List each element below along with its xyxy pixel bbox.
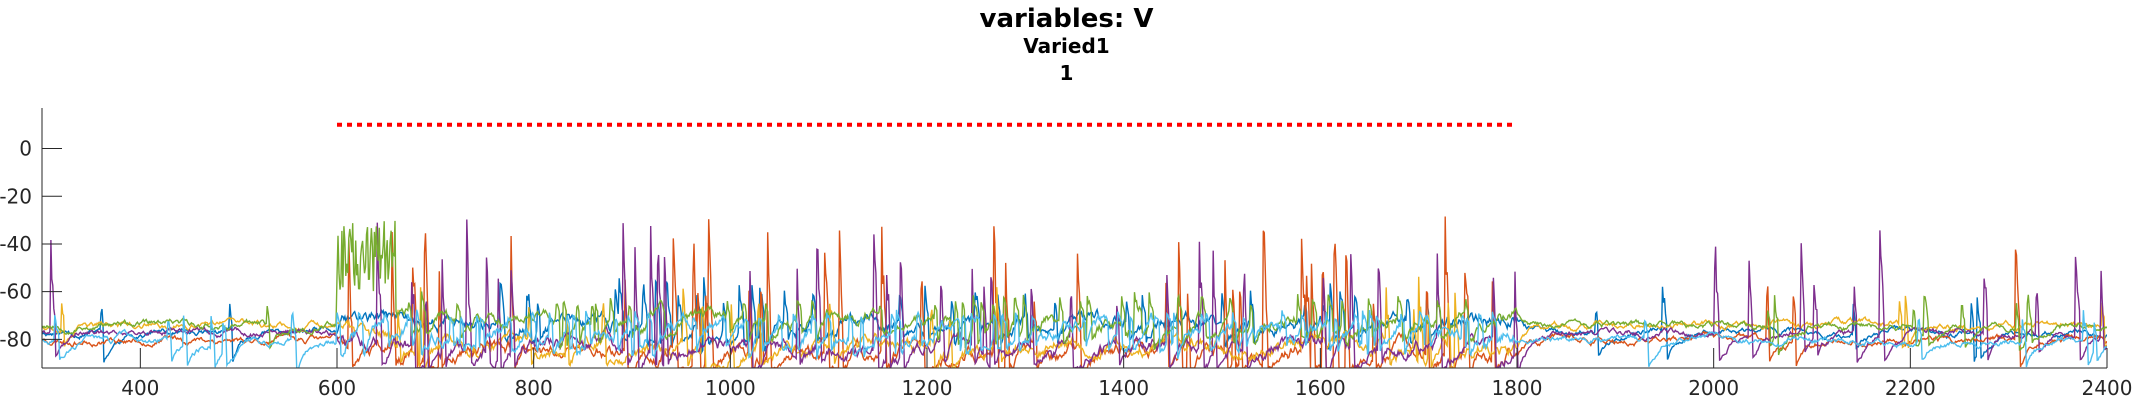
series-line-6 <box>42 309 2107 368</box>
chart-subtitle-2: 1 <box>1059 61 1074 85</box>
series-line-2 <box>42 216 2107 368</box>
x-tick-label: 600 <box>318 376 356 400</box>
x-tick-label: 1000 <box>705 376 756 400</box>
chart-subtitle-1: Varied1 <box>1023 34 1110 58</box>
y-tick-label: -40 <box>0 232 32 256</box>
chart-title: variables: V <box>979 4 1154 34</box>
x-tick-label: 2000 <box>1688 376 1739 400</box>
y-tick-label: -60 <box>0 280 32 304</box>
x-tick-label: 2200 <box>1885 376 1936 400</box>
series-line-3 <box>42 276 2107 368</box>
x-tick-label: 1200 <box>902 376 953 400</box>
x-tick-label: 2400 <box>2082 376 2133 400</box>
x-tick-label: 1400 <box>1098 376 1149 400</box>
y-tick-label: -80 <box>0 327 32 351</box>
x-tick-label: 400 <box>121 376 159 400</box>
y-tick-label: 0 <box>19 137 32 161</box>
y-tick-label: -20 <box>0 184 32 208</box>
x-tick-label: 1600 <box>1295 376 1346 400</box>
x-tick-label: 1800 <box>1492 376 1543 400</box>
x-tick-label: 800 <box>515 376 553 400</box>
